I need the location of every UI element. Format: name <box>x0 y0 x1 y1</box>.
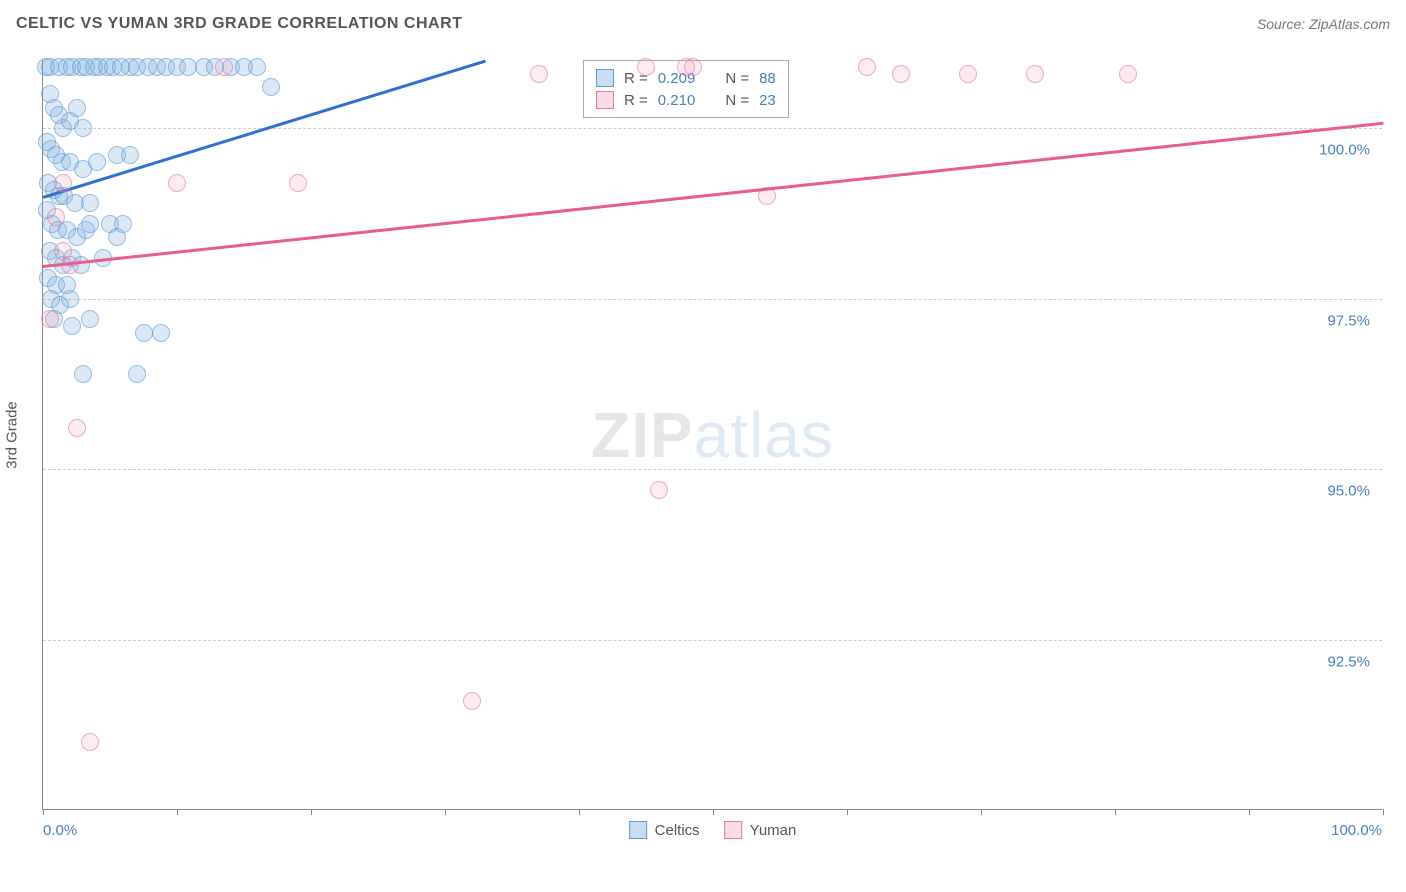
chart-header: CELTIC VS YUMAN 3RD GRADE CORRELATION CH… <box>0 0 1406 48</box>
data-point <box>54 174 72 192</box>
trendline <box>43 121 1383 267</box>
watermark-bold: ZIP <box>591 399 694 471</box>
data-point <box>135 324 153 342</box>
scatter-plot: ZIPatlas R =0.209N =88R =0.210N =23 0.0%… <box>42 60 1382 810</box>
data-point <box>248 58 266 76</box>
data-point <box>81 733 99 751</box>
series-name: Yuman <box>750 822 797 839</box>
legend-n-label: N = <box>725 92 749 109</box>
data-point <box>637 58 655 76</box>
watermark: ZIPatlas <box>591 398 834 472</box>
data-point <box>128 365 146 383</box>
x-tick <box>445 809 446 815</box>
gridline <box>43 299 1382 300</box>
x-tick <box>1115 809 1116 815</box>
legend-n-label: N = <box>725 70 749 87</box>
x-tick <box>1249 809 1250 815</box>
y-tick-label: 92.5% <box>1323 653 1374 670</box>
data-point <box>262 78 280 96</box>
gridline <box>43 640 1382 641</box>
series-legend-item: Yuman <box>724 821 797 839</box>
data-point <box>892 65 910 83</box>
series-legend-item: Celtics <box>629 821 700 839</box>
data-point <box>81 194 99 212</box>
gridline <box>43 469 1382 470</box>
source-label: Source: ZipAtlas.com <box>1257 16 1390 32</box>
data-point <box>61 290 79 308</box>
legend-n-value: 23 <box>759 92 776 109</box>
y-tick-label: 100.0% <box>1315 142 1374 159</box>
data-point <box>81 310 99 328</box>
data-point <box>114 215 132 233</box>
legend-swatch <box>724 821 742 839</box>
x-tick <box>1383 809 1384 815</box>
data-point <box>68 99 86 117</box>
legend-r-label: R = <box>624 92 648 109</box>
chart-area: 3rd Grade ZIPatlas R =0.209N =88R =0.210… <box>42 60 1382 810</box>
data-point <box>74 365 92 383</box>
x-axis-min-label: 0.0% <box>43 822 77 839</box>
data-point <box>530 65 548 83</box>
chart-title: CELTIC VS YUMAN 3RD GRADE CORRELATION CH… <box>16 15 462 33</box>
series-legend: Celtics Yuman <box>629 821 797 839</box>
x-tick <box>713 809 714 815</box>
legend-r-value: 0.210 <box>658 92 696 109</box>
legend-swatch <box>596 91 614 109</box>
data-point <box>81 215 99 233</box>
x-axis-max-label: 100.0% <box>1331 822 1382 839</box>
data-point <box>215 58 233 76</box>
legend-swatch <box>629 821 647 839</box>
data-point <box>168 174 186 192</box>
data-point <box>63 317 81 335</box>
series-name: Celtics <box>655 822 700 839</box>
data-point <box>1026 65 1044 83</box>
data-point <box>1119 65 1137 83</box>
y-axis-title: 3rd Grade <box>4 401 21 469</box>
data-point <box>68 419 86 437</box>
legend-row: R = 0.210 N = 23 <box>596 89 776 111</box>
y-tick-label: 97.5% <box>1323 312 1374 329</box>
x-tick <box>847 809 848 815</box>
data-point <box>684 58 702 76</box>
data-point <box>650 481 668 499</box>
x-tick <box>177 809 178 815</box>
data-point <box>74 119 92 137</box>
data-point <box>289 174 307 192</box>
legend-swatch <box>596 69 614 87</box>
gridline <box>43 128 1382 129</box>
watermark-light: atlas <box>694 399 834 471</box>
data-point <box>121 146 139 164</box>
data-point <box>47 208 65 226</box>
data-point <box>858 58 876 76</box>
data-point <box>152 324 170 342</box>
x-tick <box>43 809 44 815</box>
legend-n-value: 88 <box>759 70 776 87</box>
data-point <box>41 310 59 328</box>
data-point <box>463 692 481 710</box>
data-point <box>959 65 977 83</box>
x-tick <box>579 809 580 815</box>
y-tick-label: 95.0% <box>1323 483 1374 500</box>
x-tick <box>981 809 982 815</box>
x-tick <box>311 809 312 815</box>
data-point <box>88 153 106 171</box>
